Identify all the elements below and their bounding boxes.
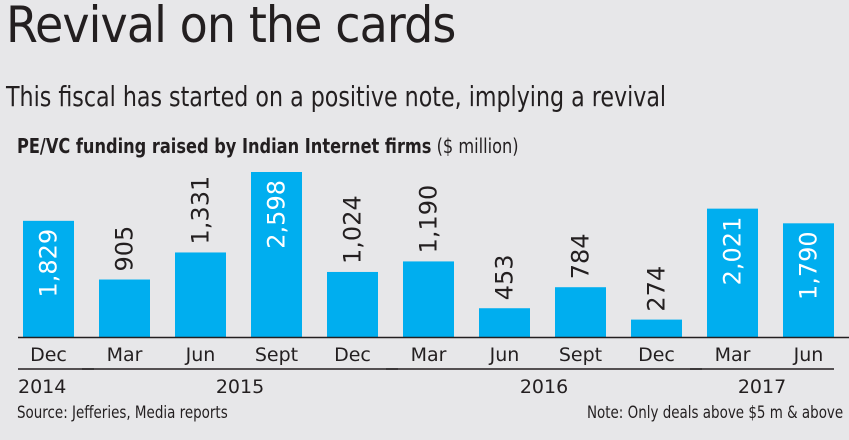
data-label: 905 — [111, 226, 139, 272]
year-label: 2014 — [18, 376, 66, 398]
month-tick-label: Mar — [411, 344, 447, 366]
data-label: 2,021 — [719, 217, 747, 286]
data-label: 274 — [643, 266, 671, 312]
data-label: 1,790 — [795, 231, 823, 300]
year-label: 2017 — [738, 376, 786, 398]
bar — [175, 252, 226, 337]
data-label: 2,598 — [263, 180, 291, 249]
chart-heading: PE/VC funding raised by Indian Internet … — [17, 134, 519, 158]
data-label: 1,190 — [415, 185, 443, 254]
bar — [99, 279, 150, 337]
month-tick-label: Mar — [107, 344, 143, 366]
data-label: 1,829 — [35, 229, 63, 298]
bar — [23, 220, 74, 337]
chart-title: Revival on the cards — [6, 0, 456, 54]
data-label: 784 — [567, 233, 595, 279]
data-label: 1,331 — [187, 176, 215, 245]
bar — [555, 287, 606, 337]
month-tick-label: Mar — [715, 344, 751, 366]
bar — [707, 208, 758, 337]
bar — [327, 271, 378, 337]
month-tick-label: Dec — [30, 344, 67, 366]
bar — [631, 319, 682, 337]
year-label: 2016 — [520, 376, 568, 398]
month-tick-label: Sept — [559, 344, 602, 366]
chart-subtitle: This fiscal has started on a positive no… — [6, 80, 667, 113]
month-tick-label: Jun — [185, 344, 216, 366]
data-label: 453 — [491, 254, 519, 300]
data-label: 1,024 — [339, 195, 367, 264]
bar — [479, 308, 530, 337]
month-tick-label: Dec — [334, 344, 371, 366]
bar — [783, 223, 834, 337]
bar — [251, 172, 302, 337]
bar — [403, 261, 454, 337]
chart-heading-title: PE/VC funding raised by Indian Internet … — [17, 134, 432, 158]
source-note: Source: Jefferies, Media reports — [17, 403, 228, 423]
footnote: Note: Only deals above $5 m & above — [586, 403, 843, 423]
month-tick-label: Jun — [489, 344, 520, 366]
month-tick-label: Dec — [638, 344, 675, 366]
year-label: 2015 — [216, 376, 264, 398]
month-tick-label: Sept — [255, 344, 298, 366]
month-tick-label: Jun — [793, 344, 824, 366]
chart-unit: ($ million) — [436, 134, 519, 158]
